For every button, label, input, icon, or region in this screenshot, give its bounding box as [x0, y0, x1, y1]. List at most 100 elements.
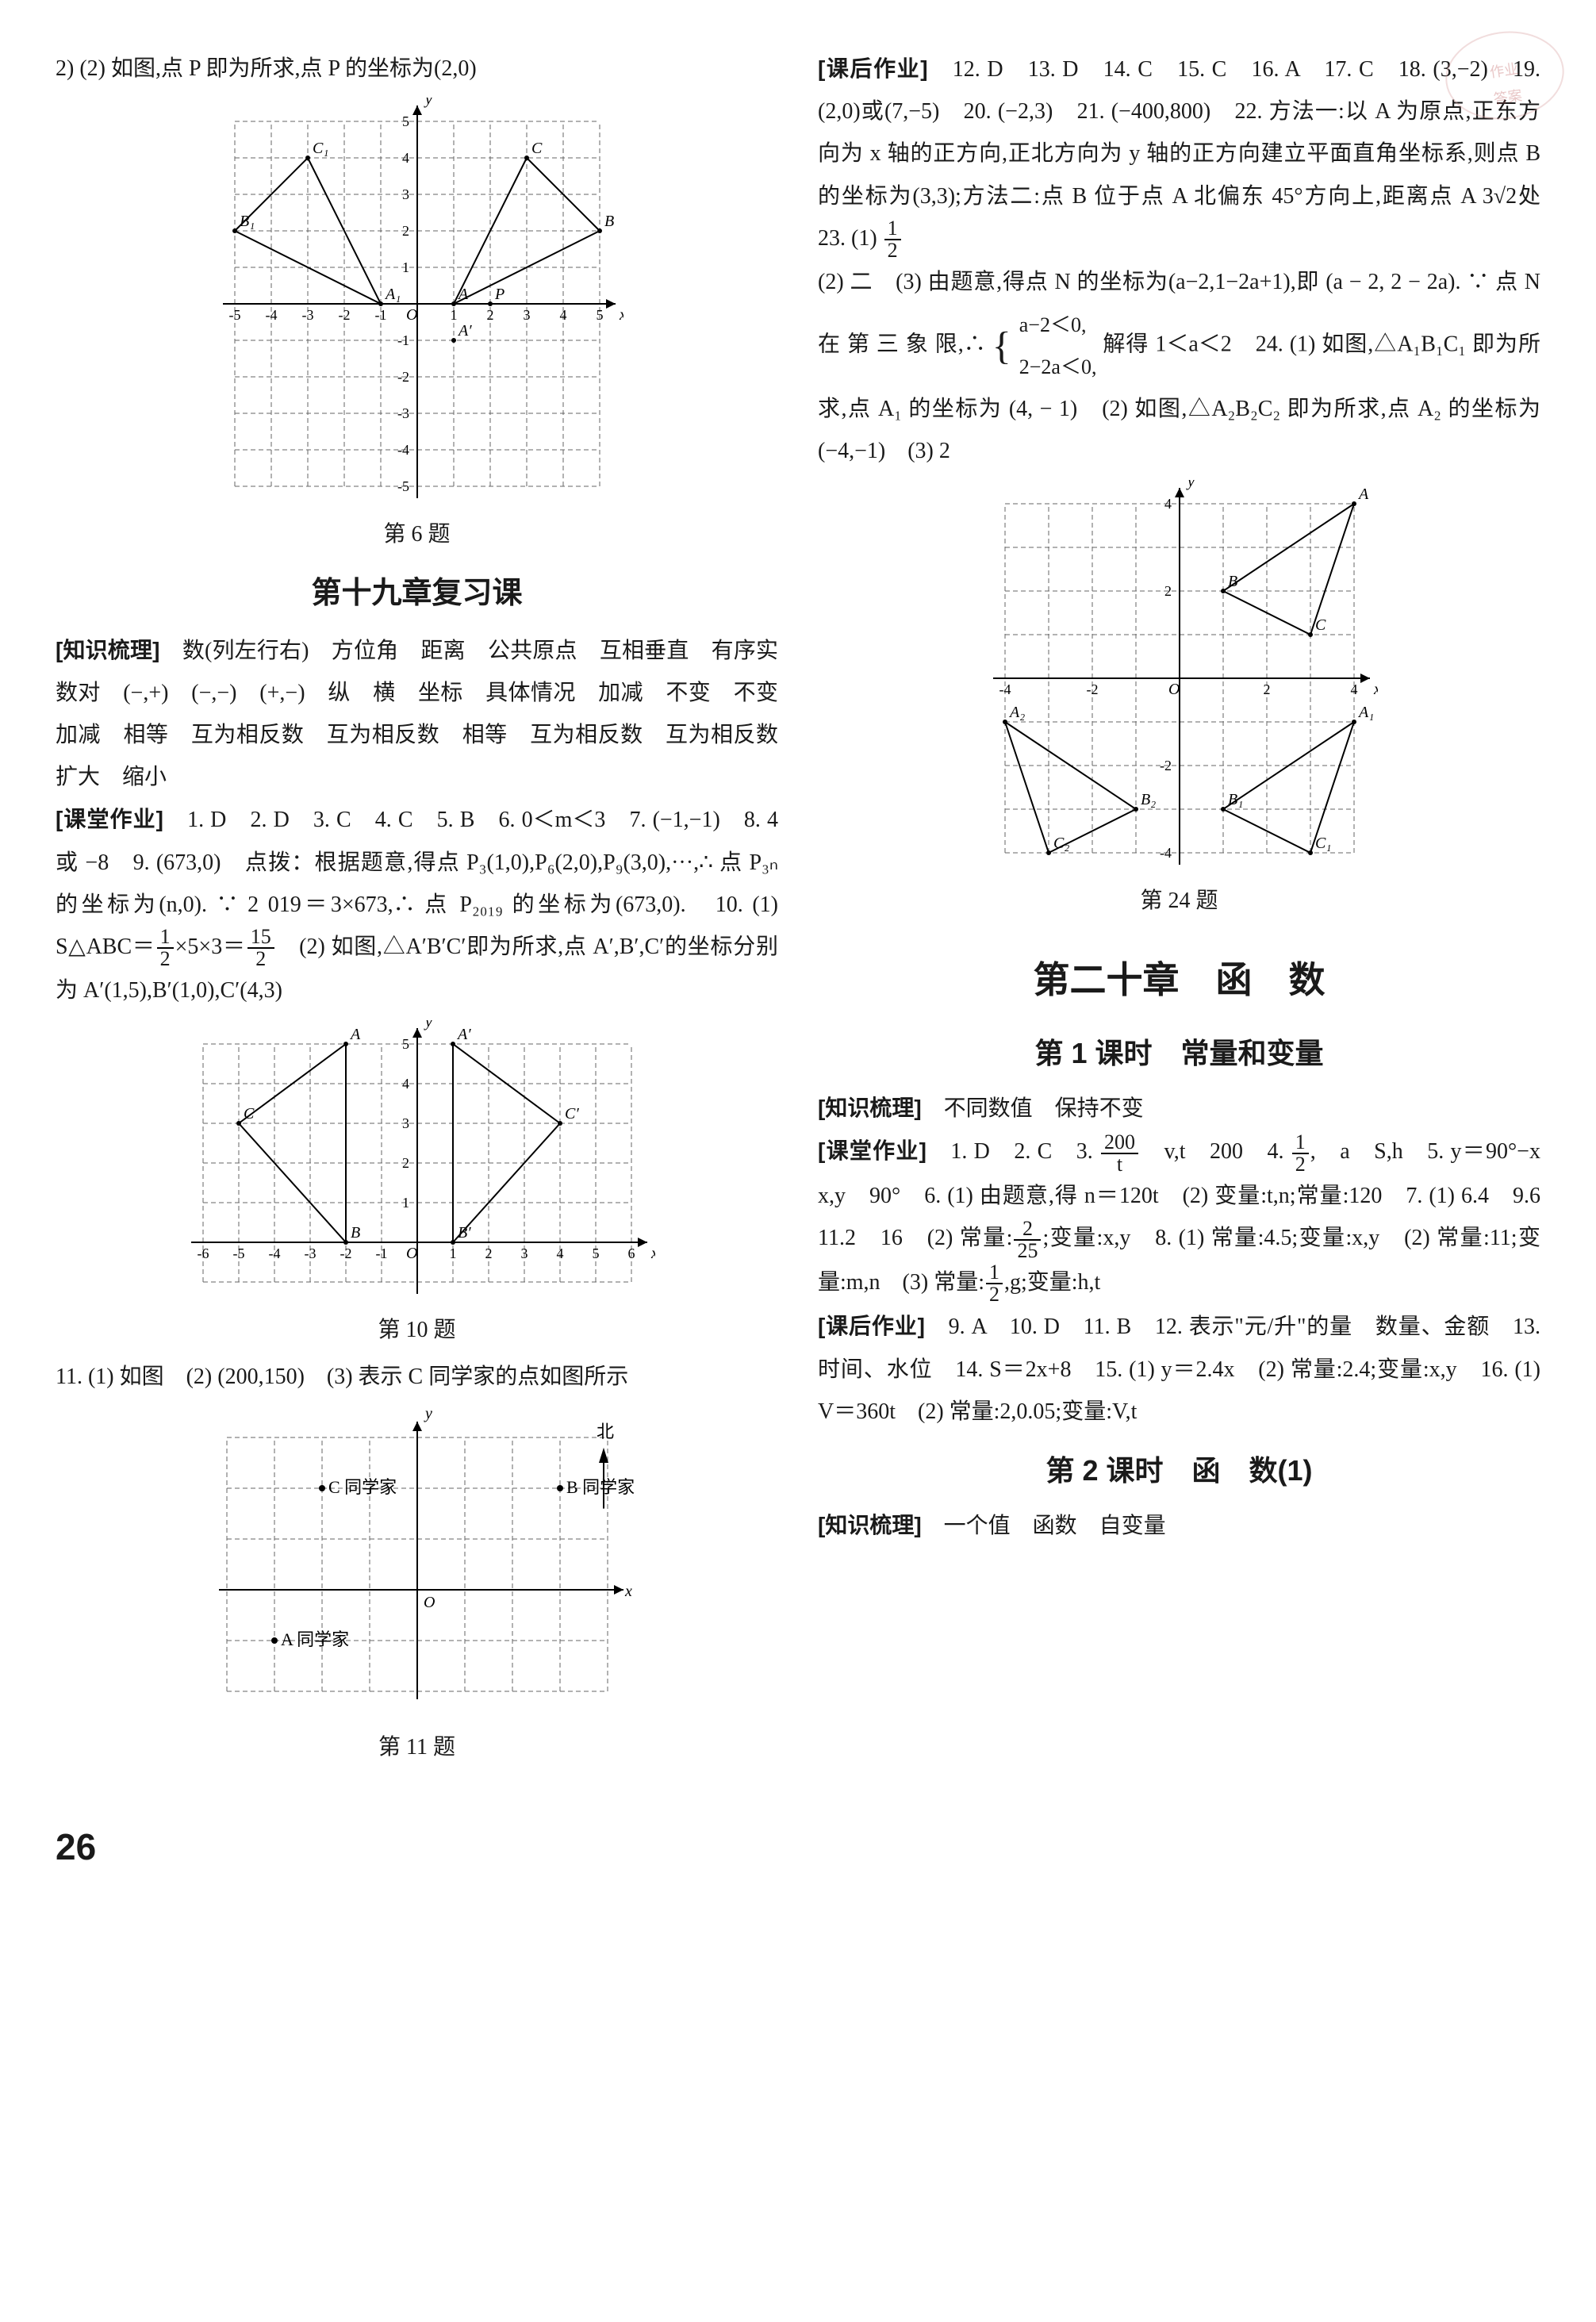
- svg-text:北: 北: [597, 1422, 614, 1441]
- left-column: 2) (2) 如图,点 P 即为所求,点 P 的坐标为(2,0) -5 -4 -3 -…: [56, 48, 778, 1773]
- svg-text:4: 4: [556, 1245, 563, 1261]
- svg-text:O: O: [406, 306, 417, 324]
- figure-6: -5-4-3-2-112345-5-4-3-2-112345xyOABCA₁B₁…: [211, 98, 623, 510]
- watermark-stamp: 作业 答案: [1440, 24, 1570, 127]
- svg-text:1: 1: [402, 259, 409, 275]
- svg-text:-4: -4: [268, 1245, 280, 1261]
- svg-text:-3: -3: [304, 1245, 316, 1261]
- ch19-zsml: [知识梳理] 数(列左行右) 方位角 距离 公共原点 互相垂直 有序实数对 (−…: [56, 629, 778, 799]
- svg-text:-5: -5: [232, 1245, 244, 1261]
- svg-text:1: 1: [449, 1245, 456, 1261]
- zsml-label: [知识梳理]: [56, 638, 159, 662]
- svg-text:6: 6: [627, 1245, 635, 1261]
- svg-text:A: A: [457, 286, 469, 303]
- right-column: [课后作业] 12. D 13. D 14. C 15. C 16. A 17.…: [818, 48, 1540, 1773]
- svg-text:x: x: [650, 1245, 655, 1262]
- l1-ktzy-label: [课堂作业]: [818, 1138, 927, 1163]
- svg-text:5: 5: [402, 113, 409, 129]
- figure-24: -4-224-4-224xyOABCA₁B₁C₁A₂B₂C₂: [981, 480, 1378, 877]
- figure-11-caption: 第 11 题: [56, 1726, 778, 1768]
- svg-text:2: 2: [486, 307, 493, 323]
- page-number: 26: [56, 1813, 1540, 1882]
- svg-text:A: A: [1357, 486, 1369, 503]
- svg-text:4: 4: [402, 150, 409, 166]
- svg-text:-2: -2: [1160, 758, 1172, 773]
- svg-text:B: B: [1228, 573, 1237, 590]
- l2-zsml-text: 一个值 函数 自变量: [944, 1514, 1166, 1538]
- l2-zsml: [知识梳理] 一个值 函数 自变量: [818, 1504, 1540, 1547]
- svg-text:2: 2: [485, 1245, 492, 1261]
- l1e: ,g;变量:h,t: [1004, 1270, 1100, 1295]
- svg-text:A₁: A₁: [384, 286, 401, 303]
- svg-text:y: y: [1186, 480, 1195, 490]
- svg-text:C₂: C₂: [1053, 835, 1069, 852]
- figure-11: Oxy北A 同学家B 同学家C 同学家: [195, 1406, 639, 1723]
- svg-text:4: 4: [402, 1076, 409, 1092]
- l1-khzy-label: [课后作业]: [818, 1314, 925, 1338]
- svg-text:x: x: [624, 1583, 632, 1600]
- svg-text:-1: -1: [375, 1245, 387, 1261]
- svg-text:y: y: [424, 98, 432, 108]
- svg-text:-2: -2: [338, 307, 350, 323]
- svg-text:3: 3: [520, 1245, 528, 1261]
- svg-text:B: B: [351, 1224, 360, 1242]
- frac-23: 12: [884, 218, 901, 261]
- ktzy-label: [课堂作业]: [56, 807, 163, 831]
- l1-khzy: [课后作业] 9. A 10. D 11. B 12. 表示"元/升"的量 数量…: [818, 1305, 1540, 1433]
- svg-text:1: 1: [450, 307, 457, 323]
- l2-zsml-label: [知识梳理]: [818, 1513, 922, 1537]
- svg-text:5: 5: [592, 1245, 599, 1261]
- svg-text:O: O: [424, 1594, 435, 1611]
- svg-text:A₁: A₁: [1357, 704, 1374, 721]
- svg-text:-2: -2: [340, 1245, 351, 1261]
- svg-text:-2: -2: [1086, 681, 1098, 697]
- svg-text:O: O: [406, 1245, 417, 1262]
- svg-text:B₁: B₁: [1228, 791, 1243, 808]
- svg-text:C: C: [244, 1105, 255, 1123]
- svg-text:2: 2: [1263, 681, 1270, 697]
- sqrt2: √2: [1494, 184, 1517, 209]
- svg-text:B′: B′: [458, 1224, 471, 1242]
- khzy-block: [课后作业] 12. D 13. D 14. C 15. C 16. A 17.…: [818, 48, 1540, 261]
- svg-text:-1: -1: [397, 332, 409, 348]
- svg-text:B₂: B₂: [1141, 791, 1156, 808]
- frac-2-25: 225: [1014, 1219, 1041, 1261]
- svg-text:2: 2: [402, 1155, 409, 1171]
- svg-text:A: A: [349, 1026, 361, 1043]
- svg-text:-4: -4: [1160, 845, 1172, 861]
- svg-text:O: O: [1168, 681, 1180, 698]
- svg-text:C′: C′: [565, 1105, 579, 1123]
- figure-6-caption: 第 6 题: [56, 513, 778, 555]
- q11-text: 11. (1) 如图 (2) (200,150) (3) 表示 C 同学家的点如…: [56, 1356, 778, 1398]
- l1-zsml-label: [知识梳理]: [818, 1096, 922, 1120]
- l1-ktzy: [课堂作业] 1. D 2. C 3. 200t v,t 200 4. 12, …: [818, 1130, 1540, 1305]
- svg-text:C₁: C₁: [1315, 835, 1331, 852]
- svg-text:x: x: [619, 306, 623, 324]
- svg-text:3: 3: [523, 307, 530, 323]
- l1-khzy-text: 9. A 10. D 11. B 12. 表示"元/升"的量 数量、金额 13.…: [818, 1315, 1540, 1423]
- svg-text:P: P: [494, 286, 505, 303]
- svg-text:-4: -4: [265, 307, 277, 323]
- khzy-label: [课后作业]: [818, 56, 928, 81]
- svg-text:2: 2: [1164, 583, 1172, 599]
- svg-text:y: y: [424, 1406, 432, 1422]
- svg-text:4: 4: [1164, 496, 1172, 512]
- frac-half: 12: [157, 927, 174, 969]
- l1-zsml-text: 不同数值 保持不变: [944, 1096, 1144, 1121]
- svg-text:C₁: C₁: [313, 140, 328, 157]
- figure-10-caption: 第 10 题: [56, 1309, 778, 1351]
- l1a: 1. D 2. C 3.: [950, 1139, 1099, 1164]
- svg-text:3: 3: [402, 186, 409, 202]
- svg-text:2: 2: [402, 223, 409, 239]
- svg-text:B 同学家: B 同学家: [566, 1477, 635, 1497]
- frac-15-2: 152: [247, 927, 274, 969]
- q6-2-text: 2) (2) 如图,点 P 即为所求,点 P 的坐标为(2,0): [56, 48, 778, 90]
- figure-10: -6-5-4-3-2-112345612345xyOABCA′B′C′: [179, 1020, 655, 1306]
- svg-text:y: y: [424, 1020, 432, 1031]
- svg-text:A 同学家: A 同学家: [281, 1629, 349, 1649]
- svg-text:-2: -2: [397, 369, 409, 385]
- svg-text:-4: -4: [999, 681, 1011, 697]
- lesson-1-title: 第 1 课时 常量和变量: [818, 1027, 1540, 1080]
- brace-system: {a−2＜0,2−2a＜0,: [992, 304, 1097, 388]
- svg-text:C: C: [1315, 616, 1326, 634]
